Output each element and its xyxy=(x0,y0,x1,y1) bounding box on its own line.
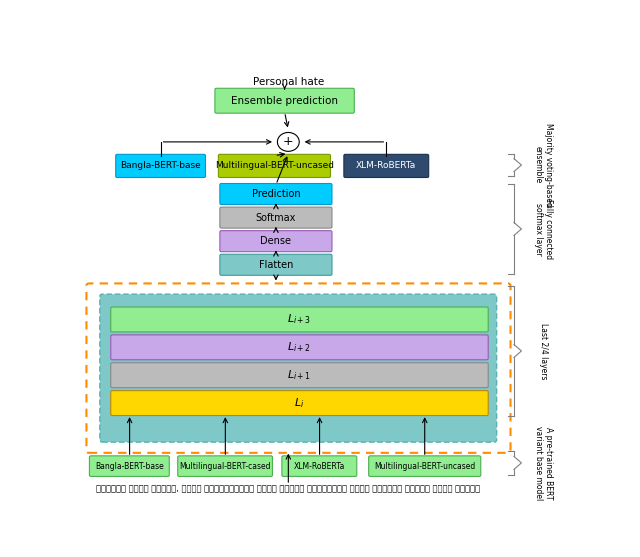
Text: Majority voting-based
ensemble: Majority voting-based ensemble xyxy=(534,123,554,207)
Text: Prediction: Prediction xyxy=(252,189,300,199)
FancyBboxPatch shape xyxy=(220,207,332,228)
FancyBboxPatch shape xyxy=(220,231,332,252)
Text: Multilingual-BERT-cased: Multilingual-BERT-cased xyxy=(179,462,271,471)
Text: $L_i$: $L_i$ xyxy=(294,396,305,410)
FancyBboxPatch shape xyxy=(220,254,332,275)
Text: Last 2/4 layers: Last 2/4 layers xyxy=(540,323,548,379)
Text: Multilingual-BERT-uncased: Multilingual-BERT-uncased xyxy=(374,462,476,471)
Text: পরীমিন একটা পতিতা, মাগি প্রযোজকদের চুদা খেয়ে রাতারাতি বাড়ি গাড়ির মালিক হয়ে গে: পরীমিন একটা পতিতা, মাগি প্রযোজকদের চুদা … xyxy=(96,485,481,494)
Text: $L_{i+1}$: $L_{i+1}$ xyxy=(287,368,312,382)
Text: Softmax: Softmax xyxy=(256,213,296,223)
FancyBboxPatch shape xyxy=(111,307,488,332)
FancyBboxPatch shape xyxy=(178,456,273,476)
FancyBboxPatch shape xyxy=(215,88,355,113)
Text: Ensemble prediction: Ensemble prediction xyxy=(231,96,338,106)
Text: A pre-trained BERT
variant base model: A pre-trained BERT variant base model xyxy=(534,426,554,500)
FancyBboxPatch shape xyxy=(282,456,356,476)
FancyBboxPatch shape xyxy=(218,154,330,178)
Text: Dense: Dense xyxy=(260,236,291,246)
FancyBboxPatch shape xyxy=(90,456,169,476)
FancyBboxPatch shape xyxy=(111,390,488,416)
Text: XLM-RoBERTa: XLM-RoBERTa xyxy=(294,462,345,471)
Text: Flatten: Flatten xyxy=(259,260,293,270)
FancyBboxPatch shape xyxy=(116,154,205,178)
FancyBboxPatch shape xyxy=(111,335,488,360)
Text: +: + xyxy=(283,135,294,148)
Text: $L_{i+3}$: $L_{i+3}$ xyxy=(287,312,312,326)
FancyBboxPatch shape xyxy=(100,294,497,442)
Text: Multilingual-BERT-uncased: Multilingual-BERT-uncased xyxy=(215,162,334,170)
Text: $L_{i+2}$: $L_{i+2}$ xyxy=(287,340,312,354)
FancyBboxPatch shape xyxy=(220,183,332,204)
FancyBboxPatch shape xyxy=(111,363,488,388)
Text: Bangla-BERT-base: Bangla-BERT-base xyxy=(120,162,201,170)
Text: XLM-RoBERTa: XLM-RoBERTa xyxy=(356,162,417,170)
Text: Bangla-BERT-base: Bangla-BERT-base xyxy=(95,462,164,471)
FancyBboxPatch shape xyxy=(369,456,481,476)
Text: Personal hate: Personal hate xyxy=(253,77,324,87)
FancyBboxPatch shape xyxy=(344,154,429,178)
Text: Fully connected
softmax layer: Fully connected softmax layer xyxy=(534,199,554,259)
